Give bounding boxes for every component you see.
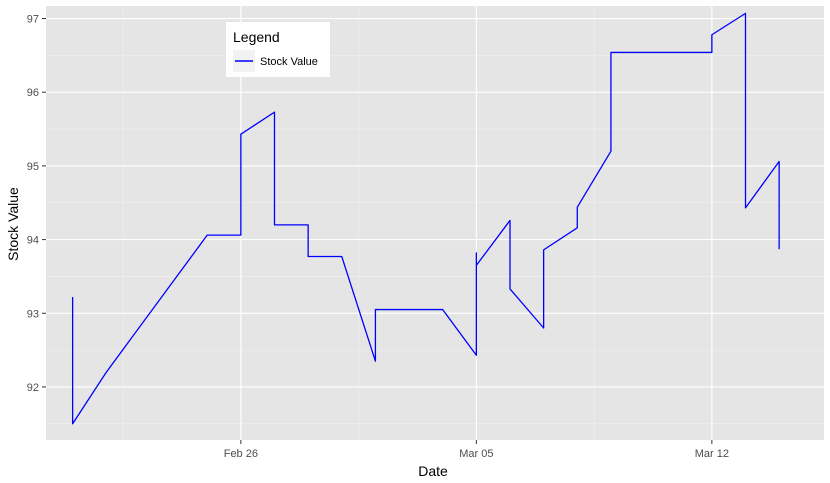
minor-gridlines	[46, 6, 824, 440]
y-tick-label: 95	[27, 161, 39, 173]
axis-tick-labels: Feb 26 Mar 05 Mar 12 92 93 94 95 96 97	[27, 14, 729, 460]
major-gridlines	[46, 6, 824, 440]
series-line-stock-value	[71, 12, 780, 425]
x-tick-label: Mar 05	[459, 448, 493, 460]
legend-label-stock-value: Stock Value	[260, 56, 318, 68]
panel-background	[46, 6, 824, 440]
x-axis-title: Date	[418, 463, 448, 479]
y-tick-label: 96	[27, 87, 39, 99]
x-tick-label: Mar 12	[695, 448, 729, 460]
y-tick-label: 93	[27, 308, 39, 320]
y-axis-title: Stock Value	[5, 187, 21, 261]
legend: Legend Stock Value	[226, 22, 330, 77]
y-tick-label: 97	[27, 14, 39, 26]
y-tick-label: 92	[27, 382, 39, 394]
x-tick-label: Feb 26	[224, 448, 258, 460]
y-tick-label: 94	[27, 235, 39, 247]
legend-title: Legend	[233, 29, 280, 45]
series-layer	[71, 12, 780, 425]
axis-ticks	[42, 18, 713, 444]
